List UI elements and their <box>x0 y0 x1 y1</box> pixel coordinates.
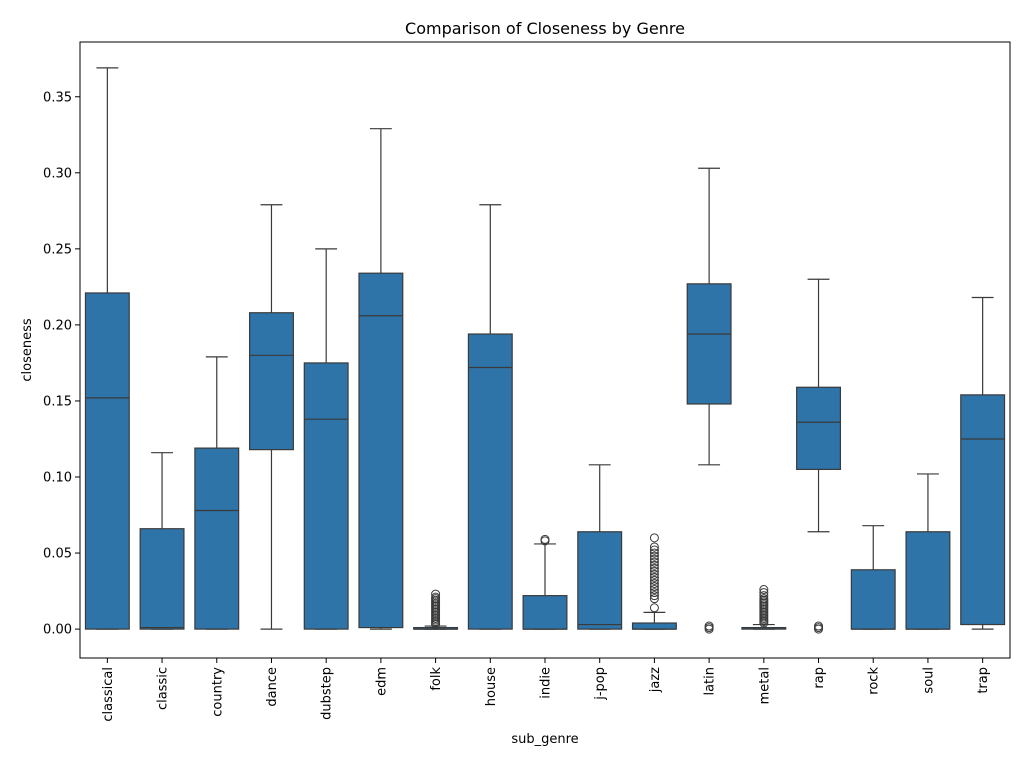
box-group-edm <box>358 128 404 630</box>
outlier-point <box>649 551 659 561</box>
y-axis: 0.00 0.05 0.10 0.15 0.20 0.25 0.30 0.35 <box>43 90 80 638</box>
outlier-point <box>649 594 659 604</box>
outlier-point <box>649 585 659 595</box>
box <box>631 622 677 630</box>
outlier-point <box>540 534 550 544</box>
outlier-point <box>649 569 659 579</box>
x-tick-label: jazz <box>648 667 663 693</box>
box-group-j-pop <box>577 464 623 630</box>
outlier-point <box>649 563 659 573</box>
box-group-dance <box>248 204 294 630</box>
y-tick-label: 0.30 <box>43 166 72 181</box>
outlier-point <box>649 578 659 588</box>
outlier-point <box>649 542 659 552</box>
outlier-point <box>649 560 659 570</box>
outlier-point <box>759 588 769 598</box>
box <box>905 531 951 630</box>
box <box>577 531 623 630</box>
box-group-rock <box>850 525 896 630</box>
y-tick-label: 0.25 <box>43 242 72 257</box>
box <box>139 528 185 630</box>
x-tick-label: j-pop <box>593 667 608 701</box>
outlier-point <box>649 548 659 558</box>
x-tick-label: classic <box>156 667 171 710</box>
box <box>850 569 896 630</box>
box <box>467 333 513 630</box>
box-group-rap <box>796 278 842 634</box>
outlier-point <box>649 572 659 582</box>
outlier-point <box>649 533 659 543</box>
box <box>84 292 130 630</box>
y-tick-label: 0.35 <box>43 90 72 105</box>
outlier-point <box>759 585 769 595</box>
x-axis-label: sub_genre <box>511 732 578 747</box>
outlier-point <box>759 594 769 604</box>
box <box>522 595 568 630</box>
outlier-point <box>649 603 659 613</box>
box-group-latin <box>686 167 732 634</box>
outlier-point <box>704 621 714 631</box>
x-tick-label: rap <box>812 667 827 689</box>
plot-area <box>84 67 1006 634</box>
box <box>248 312 294 451</box>
x-tick-label: latin <box>703 667 718 696</box>
box <box>303 362 349 630</box>
y-tick-label: 0.00 <box>43 623 72 638</box>
x-tick-label: metal <box>757 667 772 704</box>
outlier-point <box>649 545 659 555</box>
outlier-point <box>814 621 824 631</box>
x-tick-label: dubstep <box>320 667 335 720</box>
box-group-country <box>194 356 240 630</box>
box <box>358 272 404 629</box>
box-group-trap <box>960 296 1006 630</box>
outlier-point <box>431 592 441 602</box>
box <box>686 283 732 405</box>
x-tick-label: dance <box>265 667 280 707</box>
outlier-point <box>759 591 769 601</box>
x-tick-label: indie <box>539 667 554 699</box>
box-group-folk <box>413 589 459 630</box>
box <box>194 447 240 630</box>
box <box>960 394 1006 626</box>
outlier-point <box>649 557 659 567</box>
box-group-jazz <box>631 533 677 630</box>
box <box>796 386 842 470</box>
x-axis: classical classic country dance dubstep edm fo… <box>101 658 991 722</box>
box-group-classical <box>84 67 130 630</box>
box-group-soul <box>905 473 951 630</box>
y-axis-label: closeness <box>20 318 35 381</box>
outlier-point <box>431 589 441 599</box>
y-tick-label: 0.10 <box>43 471 72 486</box>
x-tick-label: edm <box>374 667 389 696</box>
outlier-point <box>649 566 659 576</box>
outlier-point <box>649 575 659 585</box>
box-group-indie <box>522 534 568 630</box>
x-tick-label: country <box>210 667 225 717</box>
plot-frame <box>79 41 1011 659</box>
x-tick-label: classical <box>101 667 116 722</box>
x-tick-label: folk <box>429 667 444 691</box>
x-tick-label: house <box>484 667 499 706</box>
y-tick-label: 0.20 <box>43 318 72 333</box>
x-tick-label: rock <box>867 667 882 695</box>
outlier-point <box>649 582 659 592</box>
box-group-dubstep <box>303 248 349 630</box>
outlier-point <box>649 591 659 601</box>
chart-title: Comparison of Closeness by Genre <box>405 19 685 38</box>
outlier-point <box>649 554 659 564</box>
box-group-classic <box>139 452 185 630</box>
outlier-point <box>649 588 659 598</box>
y-tick-label: 0.15 <box>43 394 72 409</box>
x-tick-label: soul <box>921 667 936 694</box>
x-tick-label: trap <box>976 667 991 694</box>
y-tick-label: 0.05 <box>43 547 72 562</box>
box-group-metal <box>741 585 787 630</box>
box-group-house <box>467 204 513 630</box>
